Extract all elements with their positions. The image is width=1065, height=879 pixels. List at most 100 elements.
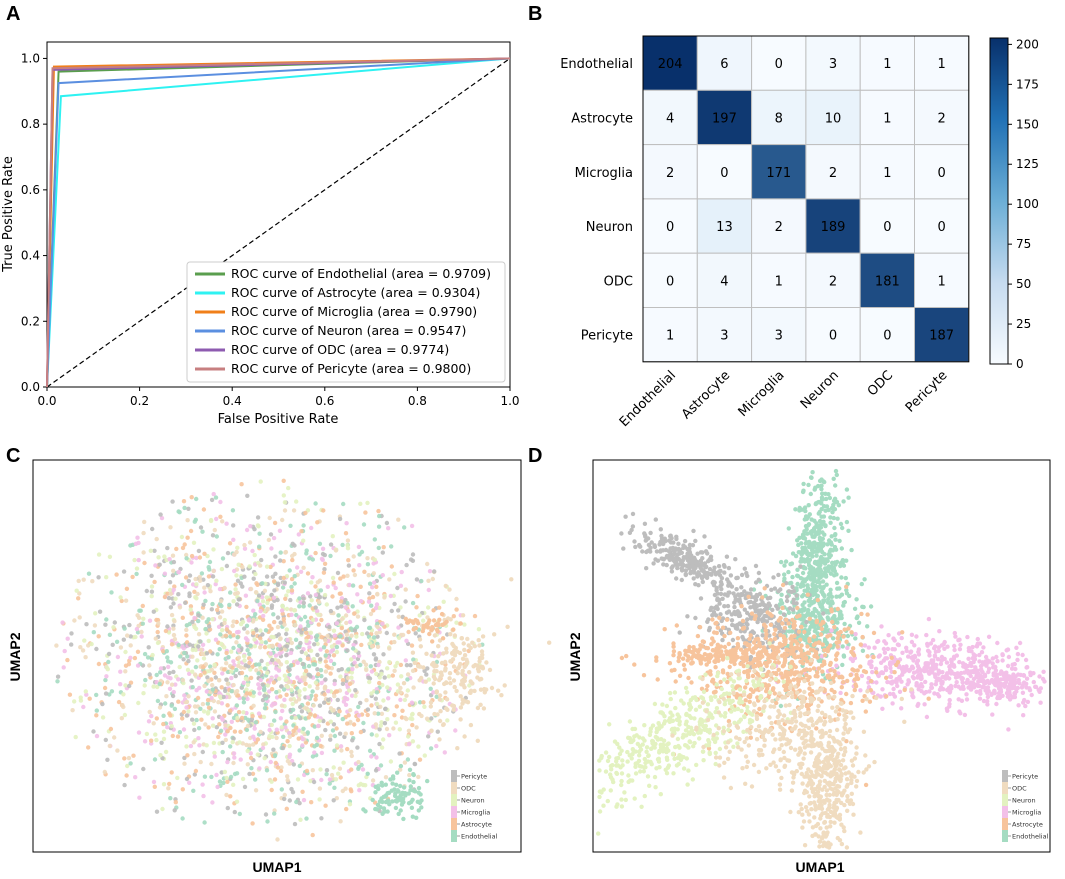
umap-c-point	[372, 581, 376, 585]
umap-d-point	[668, 534, 672, 538]
umap-c-point	[210, 683, 214, 687]
umap-c-point	[206, 725, 210, 729]
umap-c-point	[437, 678, 441, 682]
umap-c-point	[350, 667, 354, 671]
umap-c-point	[163, 595, 167, 599]
umap-c-point	[306, 701, 310, 705]
umap-c-point	[196, 619, 200, 623]
umap-d-point	[858, 688, 862, 692]
cm-cell-value: 13	[716, 220, 733, 235]
umap-d-point	[924, 633, 928, 637]
umap-d-point	[869, 664, 873, 668]
cm-cell-value: 2	[775, 220, 783, 235]
umap-c-point	[184, 633, 188, 637]
umap-d-point	[790, 575, 794, 579]
umap-d-point	[841, 644, 845, 648]
umap-d-point	[701, 580, 705, 584]
umap-d-point	[779, 560, 783, 564]
umap-c-point	[202, 552, 206, 556]
umap-d-point	[957, 697, 961, 701]
umap-c-point	[264, 628, 268, 632]
umap-c-point	[378, 675, 382, 679]
umap-c-point	[464, 699, 468, 703]
umap-d-point	[901, 666, 905, 670]
umap-d-point	[872, 646, 876, 650]
umap-c-point	[184, 735, 188, 739]
umap-d-point	[823, 653, 827, 657]
umap-c-point	[323, 562, 327, 566]
umap-c-point	[164, 694, 168, 698]
umap-c-point	[291, 708, 295, 712]
umap-c-point	[149, 714, 153, 718]
umap-c-point	[104, 575, 108, 579]
roc-ylabel: True Positive Rate	[1, 156, 16, 273]
umap-c-point	[443, 621, 447, 625]
umap-c-point	[411, 685, 415, 689]
umap-d-point	[947, 704, 951, 708]
umap-c-point	[475, 675, 479, 679]
umap-c-point	[189, 744, 193, 748]
umap-c-point	[383, 675, 387, 679]
umap-d-point	[684, 573, 688, 577]
umap-c-point	[346, 609, 350, 613]
umap-c-point	[345, 747, 349, 751]
umap-c-point	[187, 781, 191, 785]
umap-d-point	[820, 543, 824, 547]
umap-d-point	[749, 587, 753, 591]
umap-c-point	[249, 676, 253, 680]
umap-c-point	[452, 678, 456, 682]
umap-c-point	[477, 627, 481, 631]
umap-c-point	[328, 734, 332, 738]
umap-d-point	[784, 618, 788, 622]
cm-col-label: Neuron	[798, 368, 842, 412]
umap-c-point	[259, 678, 263, 682]
umap-c-point	[315, 743, 319, 747]
umap-c-point	[185, 536, 189, 540]
umap-c-point	[260, 581, 264, 585]
umap-c-point	[214, 773, 218, 777]
umap-d-point	[837, 586, 841, 590]
umap-c-point	[484, 660, 488, 664]
umap-d-point	[837, 539, 841, 543]
cm-col-label: Microglia	[736, 368, 788, 420]
umap-c-point	[162, 782, 166, 786]
umap-c-point	[332, 694, 336, 698]
umap-c-point	[335, 606, 339, 610]
umap-c-point	[298, 705, 302, 709]
umap-c-point	[156, 641, 160, 645]
umap-c-point	[379, 763, 383, 767]
umap-c-point	[248, 644, 252, 648]
umap-c-point	[184, 556, 188, 560]
umap-c-point	[195, 592, 199, 596]
umap-c-point	[265, 574, 269, 578]
umap-c-point	[280, 725, 284, 729]
umap-d-point	[830, 561, 834, 565]
umap-d-point	[773, 637, 777, 641]
umap-c-point	[136, 650, 140, 654]
umap-c-point	[369, 691, 373, 695]
umap-c-point	[87, 572, 91, 576]
umap-c-point	[224, 651, 228, 655]
umap-c-point	[322, 571, 326, 575]
umap-c-point	[289, 663, 293, 667]
umap-d-point	[822, 480, 826, 484]
umap-d-point	[937, 629, 941, 633]
umap-c-point	[372, 635, 376, 639]
umap-c-point	[244, 677, 248, 681]
umap-c-point	[306, 730, 310, 734]
umap-c-point	[207, 567, 211, 571]
umap-c-point	[177, 643, 181, 647]
umap-c-point	[373, 537, 377, 541]
umap-c-point	[292, 608, 296, 612]
umap-c-point	[394, 806, 398, 810]
umap-c-point	[465, 637, 469, 641]
umap-c-point	[184, 628, 188, 632]
umap-d-point	[933, 675, 937, 679]
umap-d-point	[794, 593, 798, 597]
umap-c-point	[488, 668, 492, 672]
umap-c-point	[299, 630, 303, 634]
umap-c-point	[433, 664, 437, 668]
umap-c-point	[204, 631, 208, 635]
umap-c-point	[165, 649, 169, 653]
umap-c-point	[402, 785, 406, 789]
